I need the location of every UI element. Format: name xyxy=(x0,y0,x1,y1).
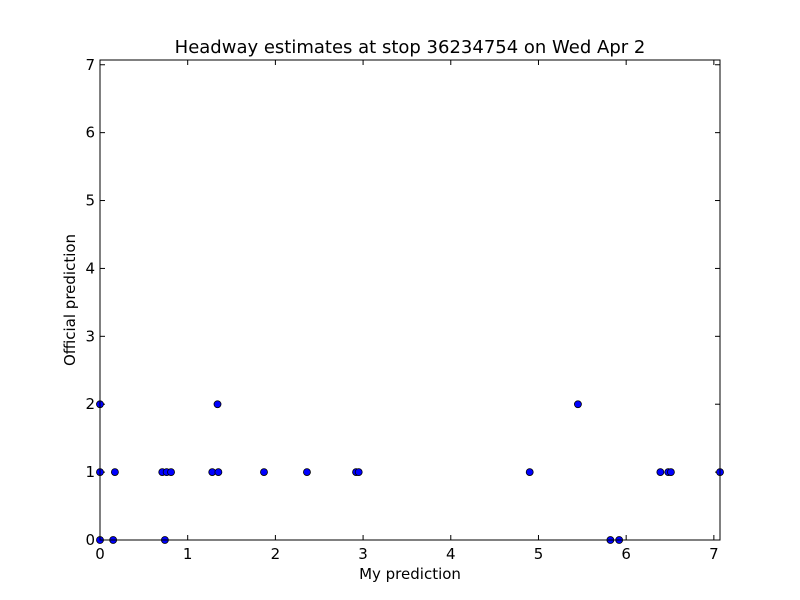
chart-title: Headway estimates at stop 36234754 on We… xyxy=(175,37,646,58)
x-tick-label: 4 xyxy=(446,545,456,563)
scatter-point xyxy=(167,468,175,477)
y-axis-label: Official prediction xyxy=(61,234,79,366)
scatter-point xyxy=(214,468,223,477)
axis-ticks: 0 1 2 3 4 5 6 7 0 1 2 3 4 5 6 7 xyxy=(85,56,720,563)
y-tick-label: 2 xyxy=(85,395,95,413)
scatter-point xyxy=(213,400,222,409)
scatter-point xyxy=(656,468,665,477)
scatter-point xyxy=(111,468,119,477)
x-tick-label: 1 xyxy=(183,545,193,563)
y-tick-label: 0 xyxy=(85,531,95,549)
scatter-point xyxy=(666,468,675,477)
plot-area-frame xyxy=(99,59,721,541)
scatter-point xyxy=(303,468,311,477)
x-tick-label: 5 xyxy=(534,545,544,563)
x-tick-label: 3 xyxy=(358,545,368,563)
y-tick-label: 5 xyxy=(85,192,95,210)
scatter-point xyxy=(525,468,534,477)
x-tick-label: 6 xyxy=(621,545,631,563)
data-points xyxy=(96,400,724,544)
x-tick-label: 7 xyxy=(709,545,719,563)
y-tick-label: 3 xyxy=(85,327,95,345)
y-tick-label: 6 xyxy=(85,124,95,142)
scatter-point xyxy=(574,400,582,409)
scatter-point xyxy=(354,468,363,477)
y-tick-label: 1 xyxy=(85,463,95,481)
x-tick-label: 0 xyxy=(95,545,105,563)
x-axis-label: My prediction xyxy=(359,565,461,583)
y-tick-label: 7 xyxy=(85,56,95,74)
x-tick-label: 2 xyxy=(271,545,281,563)
scatter-point xyxy=(260,468,268,477)
y-tick-label: 4 xyxy=(85,259,95,277)
